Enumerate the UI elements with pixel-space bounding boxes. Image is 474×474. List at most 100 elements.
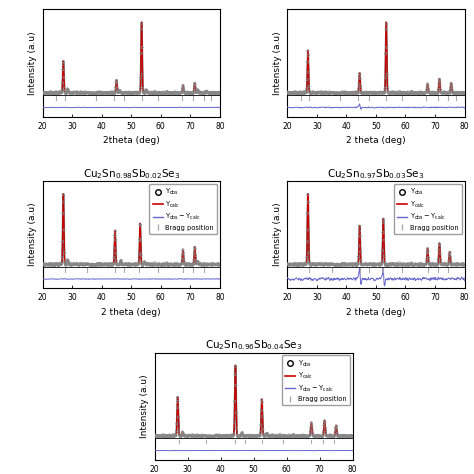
- Point: [431, 89, 439, 97]
- Point: [301, 90, 309, 97]
- Point: [271, 433, 278, 441]
- Point: [413, 90, 421, 97]
- Point: [319, 261, 327, 269]
- Point: [359, 89, 367, 96]
- Point: [84, 89, 91, 97]
- Point: [439, 89, 447, 97]
- Point: [415, 262, 423, 269]
- Point: [452, 90, 459, 97]
- Point: [130, 261, 138, 269]
- Point: [216, 89, 224, 97]
- Point: [442, 261, 449, 268]
- Point: [51, 260, 58, 268]
- Point: [39, 260, 46, 267]
- Point: [405, 261, 412, 269]
- Point: [218, 433, 226, 440]
- Point: [216, 432, 223, 439]
- Point: [75, 260, 82, 268]
- Point: [145, 88, 152, 96]
- Point: [333, 261, 341, 269]
- Point: [201, 91, 209, 98]
- Point: [160, 262, 168, 269]
- Point: [356, 248, 364, 255]
- Point: [326, 431, 334, 438]
- Point: [312, 431, 319, 439]
- Point: [430, 261, 438, 268]
- Point: [136, 250, 143, 257]
- Point: [314, 260, 322, 267]
- Point: [226, 432, 233, 440]
- Point: [116, 87, 123, 94]
- Point: [216, 261, 223, 269]
- Point: [405, 90, 412, 97]
- Point: [94, 88, 101, 96]
- Point: [374, 260, 382, 268]
- Point: [426, 260, 434, 268]
- Point: [375, 261, 383, 268]
- Point: [175, 261, 182, 269]
- Point: [204, 260, 211, 268]
- Point: [258, 399, 266, 406]
- Point: [319, 90, 326, 97]
- Point: [131, 89, 138, 96]
- Point: [324, 260, 331, 268]
- Point: [210, 432, 217, 440]
- Point: [97, 260, 105, 268]
- Point: [57, 89, 65, 97]
- Point: [104, 89, 112, 97]
- Point: [146, 89, 154, 97]
- Point: [322, 261, 330, 268]
- Point: [366, 260, 374, 268]
- Point: [456, 90, 464, 97]
- Point: [91, 89, 98, 97]
- Point: [53, 261, 60, 268]
- Point: [62, 90, 70, 97]
- Point: [374, 261, 381, 268]
- Point: [346, 260, 354, 268]
- Point: [87, 90, 94, 98]
- Point: [53, 260, 61, 268]
- Point: [324, 89, 331, 96]
- Point: [456, 261, 464, 268]
- Point: [300, 90, 307, 98]
- Point: [305, 249, 313, 257]
- Point: [150, 88, 157, 96]
- Point: [87, 89, 95, 97]
- Point: [409, 262, 417, 270]
- Point: [202, 432, 210, 439]
- Point: [337, 262, 345, 269]
- Point: [356, 82, 364, 90]
- Point: [156, 432, 164, 440]
- Point: [267, 431, 274, 439]
- Point: [209, 433, 217, 440]
- Point: [143, 89, 151, 97]
- Point: [261, 432, 268, 440]
- Point: [295, 89, 303, 96]
- Point: [408, 90, 415, 97]
- Point: [180, 430, 187, 438]
- Point: [417, 262, 425, 269]
- Point: [232, 382, 240, 389]
- Point: [164, 89, 172, 97]
- Point: [289, 90, 296, 98]
- Point: [372, 89, 379, 97]
- Point: [414, 89, 421, 96]
- Point: [86, 261, 94, 269]
- Point: [150, 90, 158, 97]
- Point: [48, 261, 55, 268]
- Point: [377, 260, 385, 267]
- Point: [306, 258, 313, 265]
- Point: [137, 259, 145, 267]
- Point: [201, 432, 209, 439]
- Point: [420, 91, 428, 99]
- Point: [393, 90, 401, 97]
- Point: [203, 432, 210, 440]
- Point: [122, 89, 129, 97]
- Point: [382, 261, 390, 268]
- Point: [319, 433, 326, 440]
- Point: [92, 90, 100, 98]
- Point: [109, 262, 116, 269]
- Point: [382, 262, 390, 270]
- Point: [346, 89, 353, 97]
- Point: [200, 432, 208, 440]
